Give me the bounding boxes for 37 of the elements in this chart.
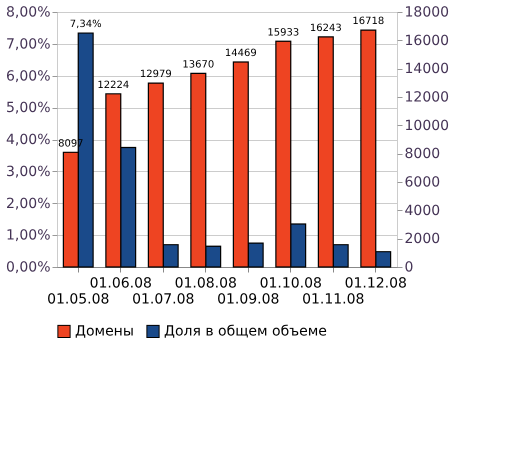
x-tick-label: 01.05.08 bbox=[47, 292, 110, 308]
y-tick-label: 5,00% bbox=[6, 100, 50, 116]
y2-tick-label: 8000 bbox=[404, 146, 440, 162]
y2-tick-label: 0 bbox=[404, 260, 414, 276]
y2-tick-label: 18000 bbox=[404, 4, 450, 20]
x-tick-label: 01.07.08 bbox=[132, 292, 194, 308]
data-label: 7,34% bbox=[70, 19, 102, 30]
data-label: 12224 bbox=[97, 80, 130, 91]
x-tick-label: 01.09.08 bbox=[217, 292, 280, 308]
x-tick-label: 01.08.08 bbox=[174, 276, 237, 292]
y-tick-label: 1,00% bbox=[6, 228, 50, 244]
data-label: 12979 bbox=[140, 69, 172, 80]
y2-tick-label: 14000 bbox=[404, 61, 450, 78]
y2-tick-label: 12000 bbox=[404, 90, 450, 106]
y-tick-label: 4,00% bbox=[6, 132, 50, 148]
y-tick-label: 3,00% bbox=[6, 164, 50, 180]
data-label: 15933 bbox=[267, 27, 300, 38]
y-tick-label: 6,00% bbox=[6, 68, 50, 84]
y2-tick-label: 16000 bbox=[404, 32, 450, 49]
legend-label: Домены bbox=[75, 323, 134, 340]
x-tick-label: 01.06.08 bbox=[90, 276, 152, 292]
data-label: 16243 bbox=[310, 22, 342, 34]
y2-tick-label: 10000 bbox=[404, 118, 450, 134]
y-tick-label: 0,00% bbox=[6, 260, 50, 276]
y-tick-label: 8,00% bbox=[6, 4, 50, 20]
y2-tick-label: 4000 bbox=[404, 202, 440, 219]
y-tick-label: 2,00% bbox=[6, 196, 50, 212]
y2-tick-label: 6000 bbox=[404, 174, 440, 190]
data-label: 14469 bbox=[224, 48, 257, 60]
data-label: 16718 bbox=[352, 16, 384, 28]
y-tick-label: 7,00% bbox=[6, 36, 50, 52]
data-label: 13670 bbox=[182, 59, 214, 70]
x-tick-label: 01.10.08 bbox=[260, 276, 322, 292]
y2-tick-label: 2000 bbox=[404, 231, 440, 248]
x-tick-label: 01.11.08 bbox=[302, 292, 364, 308]
legend-label: Доля в общем объеме bbox=[164, 323, 327, 340]
x-tick-label: 01.12.08 bbox=[344, 276, 407, 292]
